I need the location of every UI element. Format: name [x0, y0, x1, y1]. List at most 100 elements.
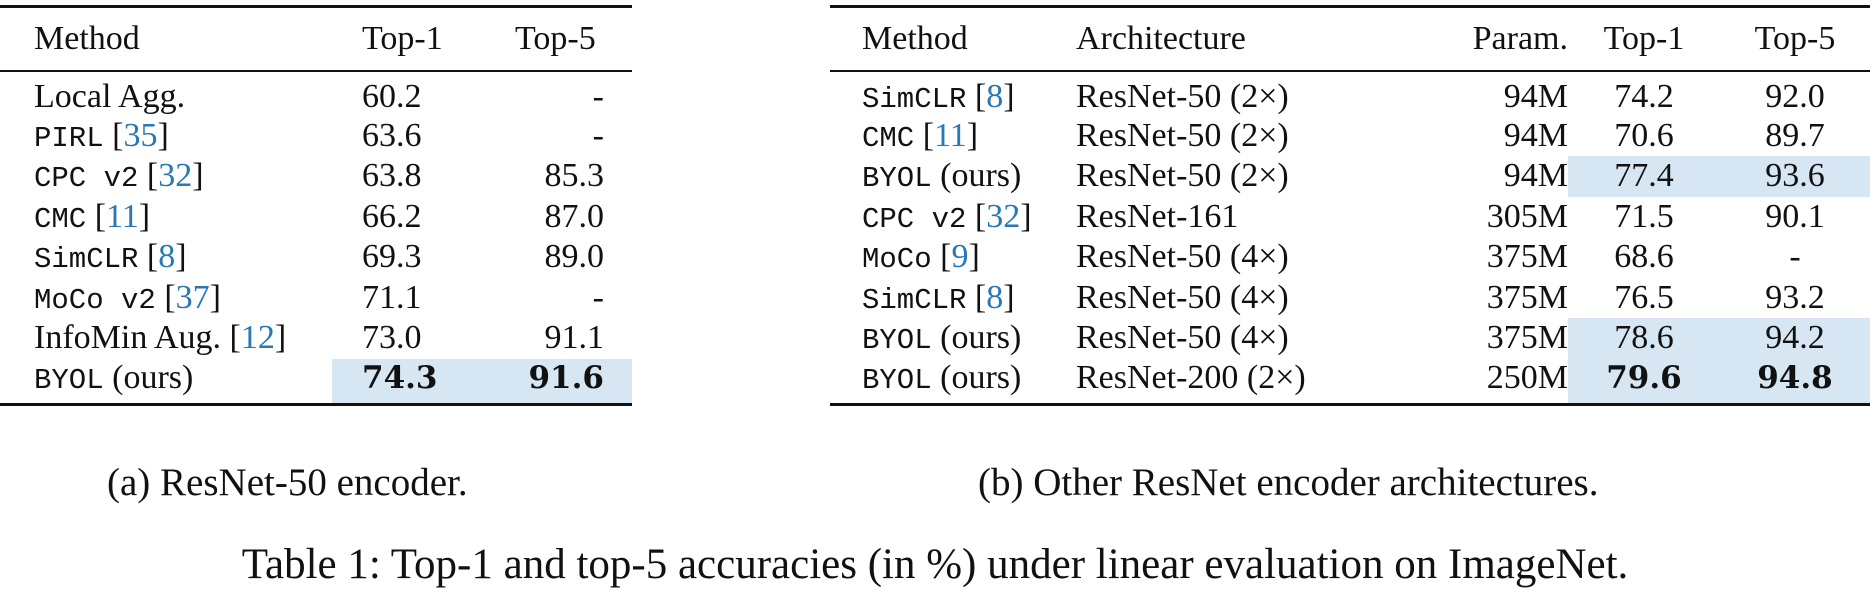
arch-cell: ResNet-50 (2×) [1076, 116, 1376, 157]
header-method: Method [34, 19, 140, 57]
table-row: CMC [11] 66.2 87.0 [0, 197, 632, 238]
method-cell: CMC [11] [34, 197, 151, 236]
top1-cell: 73.0 [332, 318, 485, 359]
table-row: SimCLR [8] 69.3 89.0 [0, 237, 632, 278]
top5-value: - [592, 278, 604, 316]
top1-value: 78.6 [1614, 319, 1674, 357]
table-row: Local Agg. 60.2 - [0, 71, 632, 116]
param-value: 375M [1486, 238, 1568, 276]
top5-value: 91.6 [528, 359, 604, 396]
arch-cell: ResNet-50 (4×) [1076, 237, 1376, 278]
header-architecture: Architecture [1076, 19, 1246, 57]
top5-value: 90.1 [1765, 197, 1825, 235]
method-cell: BYOL (ours) [0, 359, 332, 405]
table-row: BYOL (ours) 74.3 91.6 [0, 358, 632, 405]
table-b-body: SimCLR [8] ResNet-50 (2×) 94M 74.2 92.0 CMC [… [830, 71, 1870, 405]
top1-cell: 74.3 [332, 358, 485, 404]
subcaption-a: (a) ResNet-50 encoder. [107, 461, 468, 504]
citation-link[interactable]: 9 [951, 238, 969, 276]
param-value: 375M [1486, 319, 1568, 357]
top5-cell: 93.2 [1720, 278, 1870, 319]
top1-value: 79.6 [1606, 359, 1682, 396]
top5-cell: - [485, 71, 632, 116]
top5-value: 92.0 [1765, 77, 1825, 115]
arch-value: ResNet-200 (2×) [1076, 358, 1306, 396]
citation-link[interactable]: 35 [123, 116, 158, 154]
top5-cell: 91.6 [485, 358, 632, 404]
top5-cell: 85.3 [485, 156, 632, 197]
param-cell: 375M [1376, 318, 1568, 359]
header-top5: Top-5 [515, 19, 596, 57]
table-row: MoCo [9] ResNet-50 (4×) 375M 68.6 - [830, 237, 1870, 278]
param-cell: 94M [1376, 116, 1568, 157]
citation-link[interactable]: 8 [986, 278, 1004, 316]
arch-value: ResNet-50 (2×) [1076, 77, 1289, 115]
header-top5: Top-5 [1754, 19, 1836, 57]
top5-cell: - [485, 116, 632, 157]
arch-cell: ResNet-50 (2×) [1076, 71, 1376, 116]
arch-value: ResNet-50 (4×) [1076, 238, 1289, 276]
citation-link[interactable]: 8 [986, 77, 1004, 115]
arch-value: ResNet-50 (4×) [1076, 319, 1289, 357]
citation-link[interactable]: 11 [934, 116, 967, 154]
method-cell: BYOL (ours) [830, 156, 1076, 197]
citation-link[interactable]: 12 [240, 319, 275, 357]
table-row: PIRL [35] 63.6 - [0, 116, 632, 157]
method-cell: PIRL [35] [34, 116, 169, 155]
method-name: CMC [34, 202, 87, 236]
top1-value: 63.8 [362, 157, 422, 195]
top5-value: - [592, 116, 604, 154]
method-suffix: (ours) [940, 157, 1022, 195]
param-value: 305M [1486, 197, 1568, 235]
method-name: CMC [862, 121, 915, 155]
top5-value: 85.3 [544, 157, 605, 195]
arch-value: ResNet-161 [1076, 197, 1239, 235]
top1-cell: 71.5 [1568, 197, 1720, 238]
param-value: 94M [1503, 77, 1568, 115]
method-cell: MoCo [9] [862, 238, 980, 277]
method-suffix: (ours) [940, 358, 1022, 396]
method-name: CPC v2 [862, 202, 967, 236]
citation-link[interactable]: 37 [175, 278, 210, 316]
top5-value: 87.0 [544, 197, 605, 235]
method-name: BYOL [862, 324, 932, 358]
citation-link[interactable]: 32 [158, 157, 193, 195]
top5-cell: 91.1 [485, 318, 632, 359]
top1-cell: 66.2 [332, 197, 485, 238]
table-row: SimCLR [8] ResNet-50 (4×) 375M 76.5 93.2 [830, 278, 1870, 319]
method-cell: CPC v2 [32] [862, 197, 1032, 236]
top5-value: - [1789, 238, 1801, 276]
top5-cell: 87.0 [485, 197, 632, 238]
top1-cell: 63.8 [332, 156, 485, 197]
arch-cell: ResNet-50 (4×) [1076, 278, 1376, 319]
table-row: BYOL (ours) ResNet-200 (2×) 250M 79.6 94.8 [830, 358, 1870, 405]
arch-value: ResNet-50 (4×) [1076, 278, 1289, 316]
method-name: SimCLR [862, 283, 967, 317]
top5-cell: 89.0 [485, 237, 632, 278]
arch-cell: ResNet-200 (2×) [1076, 359, 1376, 405]
param-cell: 250M [1376, 359, 1568, 405]
method-cell: CPC v2 [32] [34, 157, 204, 196]
top5-cell: 94.8 [1720, 358, 1870, 404]
param-value: 94M [1503, 116, 1568, 154]
top1-cell: 76.5 [1568, 278, 1720, 319]
citation-link[interactable]: 11 [106, 197, 139, 235]
citation-link[interactable]: 8 [158, 238, 176, 276]
top1-value: 69.3 [362, 238, 422, 276]
param-cell: 94M [1376, 71, 1568, 116]
subcaption-b: (b) Other ResNet encoder architectures. [978, 461, 1599, 504]
top1-value: 73.0 [362, 319, 422, 357]
top5-value: 94.2 [1765, 319, 1825, 357]
citation-link[interactable]: 32 [986, 197, 1021, 235]
header-method: Method [862, 19, 968, 57]
table-b: Method Architecture Param. Top-1 Top-5 S… [830, 5, 1870, 406]
param-cell: 375M [1376, 278, 1568, 319]
param-cell: 94M [1376, 156, 1568, 197]
table-row: BYOL (ours) ResNet-50 (2×) 94M 77.4 93.6 [830, 156, 1870, 197]
table-a: Method Top-1 Top-5 Local Agg. 60.2- PIRL [… [0, 5, 632, 406]
param-value: 375M [1486, 278, 1568, 316]
top5-cell: 89.7 [1720, 116, 1870, 157]
top1-value: 76.5 [1614, 278, 1674, 316]
table-row: SimCLR [8] ResNet-50 (2×) 94M 74.2 92.0 [830, 71, 1870, 116]
top1-value: 71.1 [362, 278, 422, 316]
